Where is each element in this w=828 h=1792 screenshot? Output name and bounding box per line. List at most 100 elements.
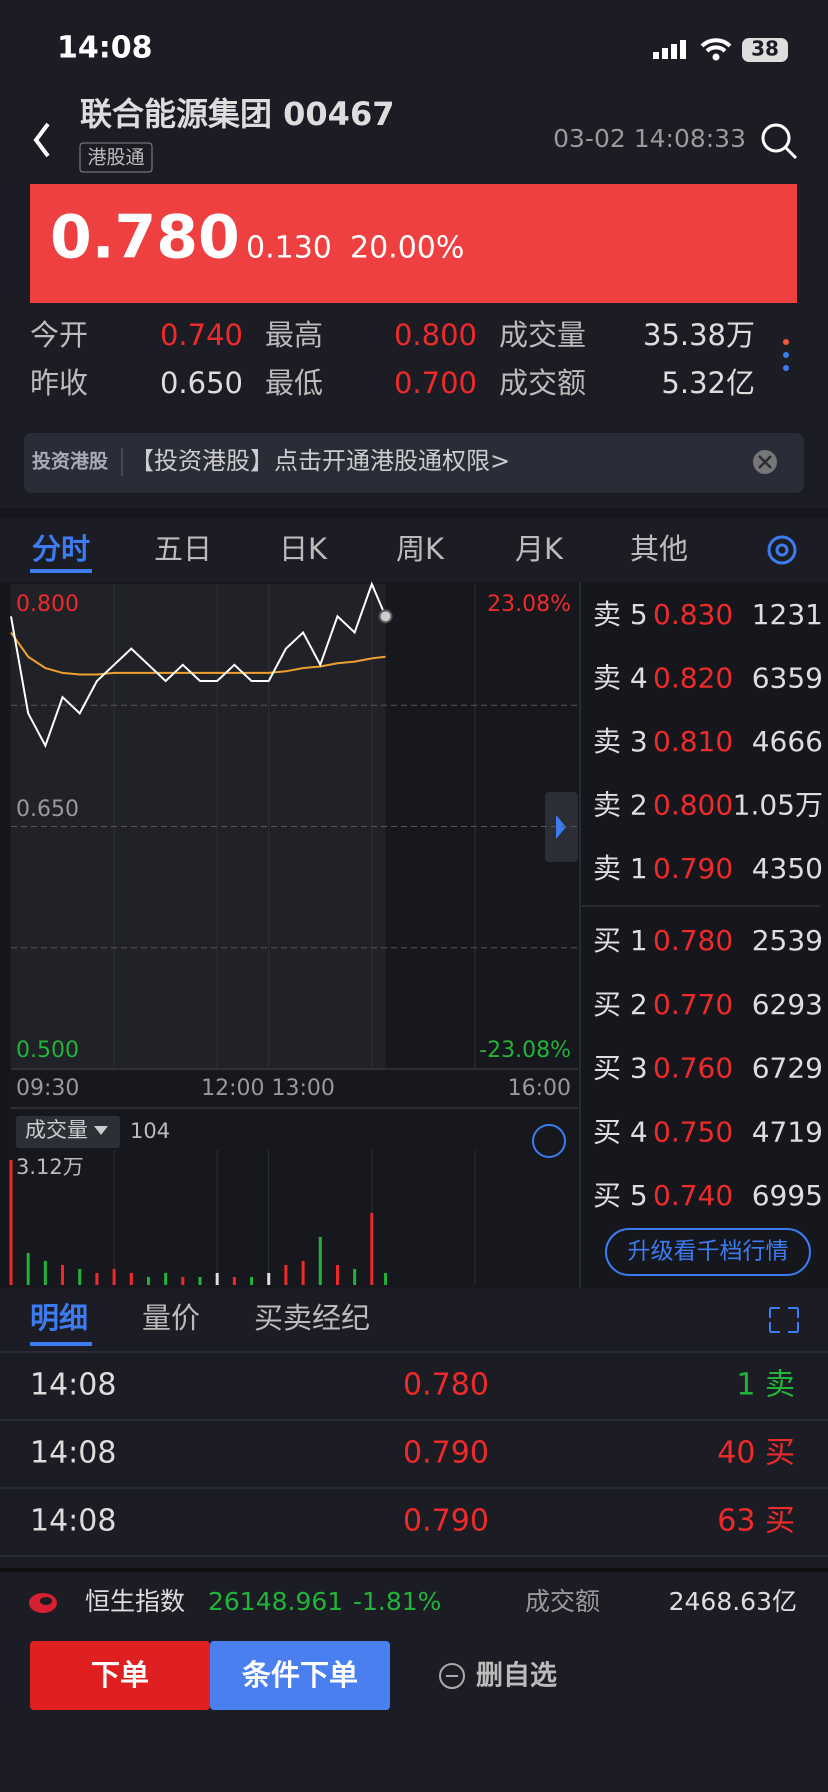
battery-icon: [742, 38, 788, 62]
index-name: 恒生指数: [85, 1587, 185, 1616]
volume-bar: [335, 1264, 339, 1285]
conditional-order-button[interactable]: [210, 1641, 390, 1710]
y-label: 0.650: [16, 797, 79, 822]
volume-bar: [164, 1272, 168, 1285]
chart-tab[interactable]: 其他: [630, 532, 688, 566]
elapsed-area: [11, 584, 386, 1069]
book-price: 0.770: [653, 988, 733, 1021]
search-button[interactable]: [761, 123, 791, 153]
upgrade-button[interactable]: [605, 1228, 811, 1276]
book-label: 买 3: [593, 1052, 648, 1085]
upgrade-text: 升级看千档行情: [628, 1239, 789, 1265]
volume-bar: [353, 1268, 357, 1285]
chart-tab[interactable]: 周K: [396, 532, 445, 566]
fullscreen-detail[interactable]: [769, 1307, 799, 1333]
chart-tab[interactable]: 分时: [32, 532, 90, 566]
remove-label: 删自选: [476, 1660, 557, 1692]
trade-time: 14:08: [30, 1368, 116, 1403]
turnover-value: 2468.63亿: [669, 1587, 797, 1616]
book-price: 0.790: [653, 852, 733, 885]
x-label: 16:00: [508, 1076, 571, 1101]
book-label: 卖 4: [593, 662, 648, 695]
book-price: 0.820: [653, 662, 733, 695]
volume-bar: [61, 1264, 65, 1285]
volume-bar: [112, 1268, 116, 1285]
volume-bar: [318, 1236, 322, 1285]
volume-bar: [267, 1272, 271, 1285]
banner[interactable]: [24, 433, 804, 493]
stat-value: 0.650: [160, 366, 243, 400]
trade-volume: 40 买: [717, 1436, 795, 1471]
average-line: [10, 631, 386, 676]
stat-label: 昨收: [30, 366, 88, 400]
stat-value: 0.700: [394, 366, 477, 400]
conditional-label: 条件下单: [242, 1658, 358, 1692]
stat-label: 最低: [265, 366, 323, 400]
book-label: 卖 1: [593, 852, 648, 885]
battery-level: 38: [751, 37, 779, 61]
chart-tab[interactable]: 日K: [279, 532, 328, 566]
x-label: 09:30: [16, 1076, 79, 1101]
x-label: 12:00 13:00: [201, 1076, 335, 1101]
y-label: 23.08%: [487, 592, 571, 617]
book-label: 卖 3: [593, 725, 648, 758]
order-button[interactable]: [30, 1641, 210, 1710]
book-volume: 6729: [752, 1052, 823, 1085]
volume-bar: [284, 1264, 288, 1285]
volume-bar: [232, 1276, 236, 1285]
stat-value: 35.38万: [643, 318, 755, 352]
volume-bar: [95, 1272, 99, 1285]
signal-icon: [653, 40, 686, 59]
trade-price: 0.780: [403, 1368, 489, 1403]
book-price: 0.800: [653, 789, 733, 822]
fullscreen-volume[interactable]: [532, 1124, 566, 1158]
stat-value: 0.800: [394, 318, 477, 352]
index-value: 26148.961: [208, 1587, 343, 1616]
price-change-percent: 20.00%: [350, 231, 464, 266]
quote-time: 03-02 14:08:33: [553, 124, 746, 153]
volume-max: 3.12万: [16, 1155, 84, 1179]
order-label: 下单: [91, 1658, 149, 1692]
remove-watch-button[interactable]: [439, 1663, 465, 1689]
y-label: 0.500: [16, 1038, 79, 1063]
index-change: -1.81%: [353, 1587, 441, 1616]
book-price: 0.810: [653, 725, 733, 758]
stock-name: 联合能源集团 00467: [80, 95, 394, 133]
price-change: 0.130: [246, 231, 332, 266]
book-price: 0.760: [653, 1052, 733, 1085]
book-volume: 6359: [752, 662, 823, 695]
chart-tab[interactable]: 月K: [515, 532, 564, 566]
volume-bar: [384, 1272, 388, 1285]
wifi-icon: [700, 38, 732, 53]
back-button[interactable]: [33, 122, 50, 158]
status-time: 14:08: [57, 31, 153, 66]
stat-label: 成交量: [499, 318, 586, 352]
y-label: 0.800: [16, 592, 79, 617]
chart-tab[interactable]: 五日: [154, 532, 212, 566]
stat-label: 成交额: [499, 366, 586, 400]
last-point: [378, 609, 393, 624]
last-price: 0.780: [50, 203, 240, 273]
book-volume: 6995: [752, 1179, 823, 1212]
book-volume: 4719: [752, 1115, 823, 1148]
indicator-select[interactable]: [16, 1116, 120, 1148]
stat-value: 0.740: [160, 318, 243, 352]
volume-bar: [250, 1276, 254, 1285]
book-label: 买 4: [593, 1115, 648, 1148]
book-label: 买 1: [593, 924, 648, 957]
settings-button[interactable]: [767, 535, 797, 565]
banner-logo: 投资港股: [32, 450, 108, 473]
volume-bar: [26, 1252, 30, 1285]
price-line: [10, 581, 387, 749]
volume-bar: [43, 1260, 47, 1285]
y-label: -23.08%: [479, 1038, 571, 1063]
volume-bar: [9, 1160, 13, 1285]
stat-value: 5.32亿: [661, 366, 755, 400]
book-volume: 4666: [752, 725, 823, 758]
book-volume: 1231: [752, 598, 823, 631]
trade-price: 0.790: [403, 1504, 489, 1539]
volume-current: 104: [130, 1119, 170, 1143]
volume-bar: [181, 1276, 185, 1285]
